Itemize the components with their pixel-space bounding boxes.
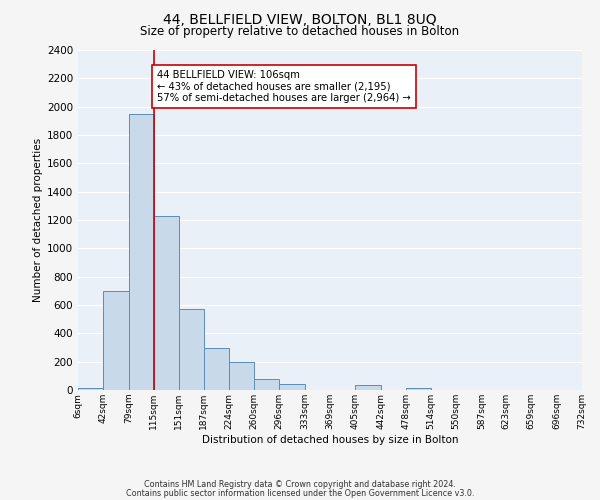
Text: Size of property relative to detached houses in Bolton: Size of property relative to detached ho… (140, 25, 460, 38)
Bar (78, 388, 103, 390)
Bar (103, 291, 128, 390)
Bar (280, 384, 305, 390)
Text: Contains HM Land Registry data © Crown copyright and database right 2024.: Contains HM Land Registry data © Crown c… (144, 480, 456, 489)
Text: 44 BELLFIELD VIEW: 106sqm
← 43% of detached houses are smaller (2,195)
57% of se: 44 BELLFIELD VIEW: 106sqm ← 43% of detac… (157, 70, 411, 103)
Bar (179, 309, 203, 390)
Bar (254, 378, 280, 390)
X-axis label: Distribution of detached houses by size in Bolton: Distribution of detached houses by size … (202, 434, 458, 444)
Bar (154, 216, 179, 390)
Text: Contains public sector information licensed under the Open Government Licence v3: Contains public sector information licen… (126, 489, 474, 498)
Bar (406, 388, 431, 390)
Bar (229, 362, 254, 390)
Text: 44, BELLFIELD VIEW, BOLTON, BL1 8UQ: 44, BELLFIELD VIEW, BOLTON, BL1 8UQ (163, 12, 437, 26)
Y-axis label: Number of detached properties: Number of detached properties (33, 138, 43, 302)
Bar (203, 348, 229, 390)
Bar (128, 114, 154, 390)
Bar (355, 385, 380, 390)
